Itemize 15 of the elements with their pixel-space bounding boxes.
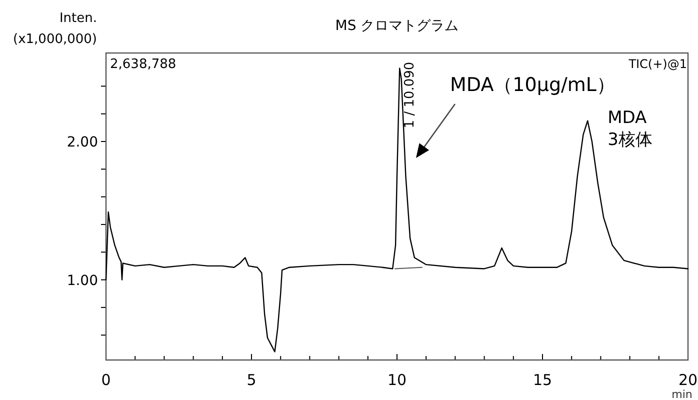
annotation: MDA 3核体 [608, 108, 652, 150]
y-tick-label: 2.00 [66, 134, 98, 151]
y-axis-title: Inten. (x1,000,000) [13, 11, 97, 47]
annotation: 2,638,788 [110, 57, 176, 72]
annotation: 1 / 10.090 [402, 62, 418, 128]
x-axis-title: min [672, 388, 692, 400]
x-tick-label: 0 [101, 371, 111, 389]
x-tick-label: 20 [678, 371, 698, 389]
chart-title: MS クロマトグラム [335, 18, 459, 34]
annotation: TIC(+)@1 [628, 57, 687, 71]
annotation: MDA（10μg/mL） [450, 74, 616, 96]
x-tick-label: 5 [246, 371, 256, 389]
y-tick-label: 1.00 [66, 272, 98, 289]
x-tick-label: 10 [387, 371, 407, 389]
x-tick-label: 15 [532, 371, 552, 389]
